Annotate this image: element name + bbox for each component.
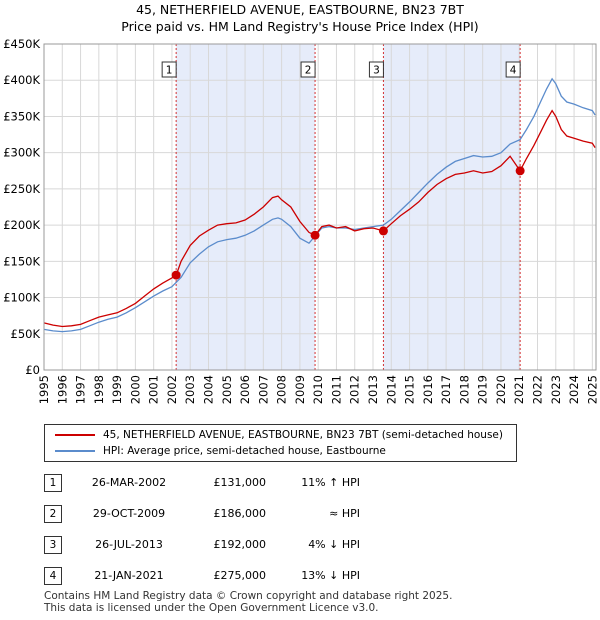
table-row: 1 26-MAR-2002 £131,000 11% ↑ HPI bbox=[44, 474, 584, 494]
shaded-period bbox=[383, 44, 521, 370]
x-tick-label: 2007 bbox=[256, 375, 270, 404]
x-tick-label: 2006 bbox=[238, 375, 252, 404]
hpi-series-line bbox=[43, 77, 596, 333]
sale-date: 29-OCT-2009 bbox=[92, 507, 166, 520]
x-tick-label: 2011 bbox=[329, 375, 343, 404]
x-tick-label: 2018 bbox=[457, 375, 471, 404]
x-tick-label: 2004 bbox=[202, 375, 216, 404]
table-row: 4 21-JAN-2021 £275,000 13% ↓ HPI bbox=[44, 567, 584, 587]
x-tick-label: 1995 bbox=[37, 375, 51, 404]
x-tick-label: 1999 bbox=[110, 375, 124, 404]
x-tick-label: 1996 bbox=[55, 375, 69, 404]
legend-swatch-hpi bbox=[55, 450, 95, 452]
sale-price: £186,000 bbox=[213, 507, 267, 520]
legend-label-price: 45, NETHERFIELD AVENUE, EASTBOURNE, BN23… bbox=[103, 429, 503, 441]
sale-date: 26-MAR-2002 bbox=[91, 476, 167, 489]
footer-line-licence: This data is licensed under the Open Gov… bbox=[44, 602, 379, 614]
sale-point bbox=[310, 230, 320, 240]
x-tick-label: 2025 bbox=[585, 375, 599, 404]
x-tick-label: 2020 bbox=[494, 375, 508, 404]
chart-legend: 45, NETHERFIELD AVENUE, EASTBOURNE, BN23… bbox=[44, 424, 517, 462]
attribution-footer: Contains HM Land Registry data © Crown c… bbox=[44, 590, 452, 614]
sale-marker-box bbox=[505, 61, 521, 78]
sale-hpi-comparison: 4% ↓ HPI bbox=[308, 538, 360, 551]
x-tick-label: 1997 bbox=[74, 375, 88, 404]
x-tick-label: 2024 bbox=[567, 375, 581, 404]
table-row: 3 26-JUL-2013 £192,000 4% ↓ HPI bbox=[44, 536, 584, 556]
sale-marker-label: 4 bbox=[510, 65, 517, 77]
sale-hpi-comparison: ≈ HPI bbox=[329, 507, 360, 520]
y-tick-label: £350K bbox=[3, 109, 40, 123]
y-tick-label: £200K bbox=[3, 218, 40, 232]
x-tick-label: 2022 bbox=[531, 375, 545, 404]
legend-swatch-price bbox=[55, 434, 95, 436]
x-tick-label: 2002 bbox=[165, 375, 179, 404]
legend-item-price: 45, NETHERFIELD AVENUE, EASTBOURNE, BN23… bbox=[45, 427, 503, 443]
x-tick-label: 2009 bbox=[293, 375, 307, 404]
sale-point bbox=[515, 166, 525, 176]
x-tick-label: 2001 bbox=[147, 375, 161, 404]
x-tick-label: 2008 bbox=[275, 375, 289, 404]
y-tick-label: £450K bbox=[3, 37, 40, 51]
sale-marker-box bbox=[368, 61, 384, 78]
x-tick-label: 2019 bbox=[476, 375, 490, 404]
x-tick-label: 2017 bbox=[439, 375, 453, 404]
sale-marker-label: 2 bbox=[305, 65, 312, 77]
sale-point bbox=[378, 226, 388, 236]
sale-point bbox=[171, 270, 181, 280]
x-tick-label: 2010 bbox=[311, 375, 325, 404]
y-tick-label: £400K bbox=[3, 73, 40, 87]
x-tick-label: 2014 bbox=[384, 375, 398, 404]
plot-frame bbox=[43, 43, 597, 371]
x-tick-label: 2016 bbox=[421, 375, 435, 404]
sale-price: £192,000 bbox=[213, 538, 267, 551]
x-tick-label: 2000 bbox=[128, 375, 142, 404]
x-tick-label: 2015 bbox=[403, 375, 417, 404]
legend-label-hpi: HPI: Average price, semi-detached house,… bbox=[103, 445, 386, 457]
sale-hpi-comparison: 11% ↑ HPI bbox=[301, 476, 360, 489]
x-tick-label: 2023 bbox=[549, 375, 563, 404]
y-tick-label: £250K bbox=[3, 182, 40, 196]
sale-number-badge: 3 bbox=[44, 536, 62, 554]
x-tick-label: 2005 bbox=[220, 375, 234, 404]
legend-item-hpi: HPI: Average price, semi-detached house,… bbox=[45, 443, 386, 459]
sale-marker-box bbox=[161, 61, 177, 78]
sale-number-badge: 1 bbox=[44, 474, 62, 492]
chart-subtitle: Price paid vs. HM Land Registry's House … bbox=[121, 19, 479, 34]
chart-title: 45, NETHERFIELD AVENUE, EASTBOURNE, BN23… bbox=[136, 2, 464, 17]
y-tick-label: £150K bbox=[3, 254, 40, 268]
x-tick-label: 2021 bbox=[512, 375, 526, 404]
sale-hpi-comparison: 13% ↓ HPI bbox=[301, 569, 360, 582]
sale-marker-label: 1 bbox=[166, 65, 173, 77]
x-tick-label: 1998 bbox=[92, 375, 106, 404]
sale-date: 26-JUL-2013 bbox=[95, 538, 163, 551]
price-series-line bbox=[43, 109, 596, 328]
sale-marker-label: 3 bbox=[373, 65, 380, 77]
y-tick-label: £300K bbox=[3, 146, 40, 160]
table-row: 2 29-OCT-2009 £186,000 ≈ HPI bbox=[44, 505, 584, 525]
footer-line-copyright: Contains HM Land Registry data © Crown c… bbox=[44, 590, 453, 602]
y-tick-label: £50K bbox=[11, 327, 41, 341]
sale-number-badge: 4 bbox=[44, 567, 62, 585]
y-tick-label: £100K bbox=[3, 291, 40, 305]
price-chart: £0 £50K £100K £150K £200K £250K £300K £350K £400… bbox=[3, 37, 599, 404]
sale-number-badge: 2 bbox=[44, 505, 62, 523]
x-tick-label: 2003 bbox=[183, 375, 197, 404]
shaded-period bbox=[176, 44, 316, 370]
sale-marker-box bbox=[300, 61, 316, 78]
y-tick-label: £0 bbox=[25, 363, 40, 377]
sale-date: 21-JAN-2021 bbox=[94, 569, 164, 582]
sale-price: £131,000 bbox=[213, 476, 267, 489]
sale-price: £275,000 bbox=[213, 569, 267, 582]
x-tick-label: 2012 bbox=[348, 375, 362, 404]
x-tick-label: 2013 bbox=[366, 375, 380, 404]
